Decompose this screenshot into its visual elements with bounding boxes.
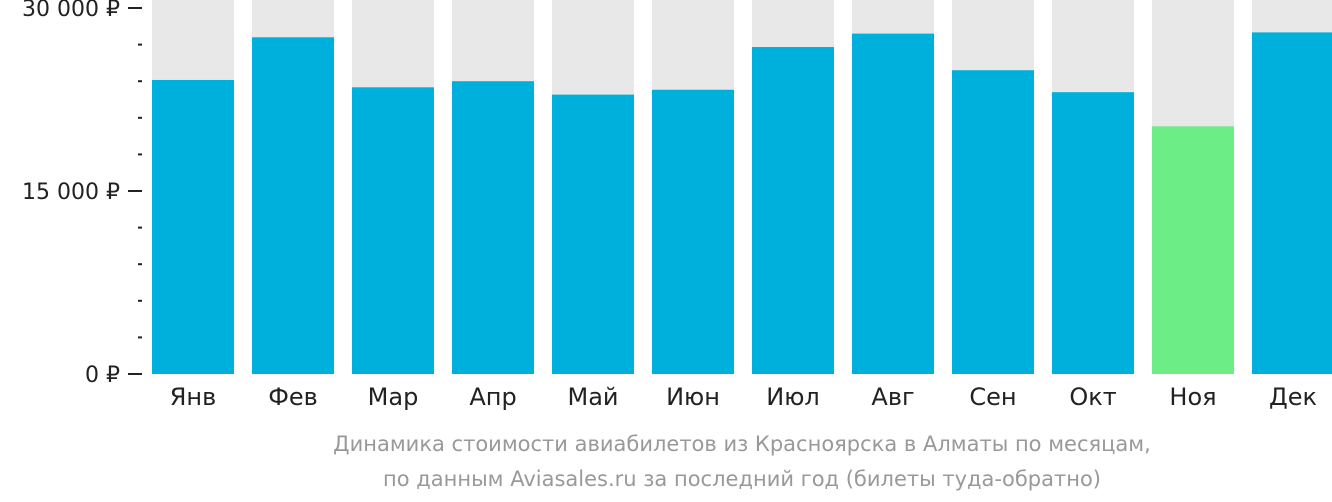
caption-line-2: по данным Aviasales.ru за последний год … xyxy=(383,467,1101,491)
bar-11[interactable] xyxy=(1152,126,1234,374)
bar-5[interactable] xyxy=(552,94,634,375)
bar-6[interactable] xyxy=(652,89,734,375)
bar-8[interactable] xyxy=(852,33,934,375)
price-bar-chart: 0 ₽ 15 000 ₽ 30 000 ₽ Янв Фев Мар Апр Май Июн Ию… xyxy=(22,0,1332,411)
bar-12[interactable] xyxy=(1252,32,1332,375)
caption-line-1: Динамика стоимости авиабилетов из Красно… xyxy=(333,432,1151,456)
x-tick-label: Ноя xyxy=(1169,383,1216,411)
bar-7[interactable] xyxy=(752,47,834,374)
y-tick-label: 0 ₽ xyxy=(85,363,120,388)
bar-10[interactable] xyxy=(1052,92,1134,375)
x-tick-label: Авг xyxy=(871,383,914,411)
bar-2[interactable] xyxy=(252,37,334,374)
x-tick-label: Май xyxy=(567,383,618,411)
bar-9[interactable] xyxy=(952,70,1034,374)
x-tick-label: Сен xyxy=(969,383,1016,411)
y-tick-label: 15 000 ₽ xyxy=(22,180,120,205)
bar-4[interactable] xyxy=(452,81,534,374)
bar-3[interactable] xyxy=(352,87,434,375)
x-tick-label: Апр xyxy=(469,383,516,411)
y-axis: 0 ₽ 15 000 ₽ 30 000 ₽ xyxy=(22,0,142,388)
data-bars xyxy=(152,32,1332,375)
x-axis-labels: Янв Фев Мар Апр Май Июн Июл Авг Сен Окт Ноя Дек xyxy=(170,383,1317,411)
x-tick-label: Июл xyxy=(766,383,820,411)
x-tick-label: Дек xyxy=(1269,383,1317,411)
x-tick-label: Янв xyxy=(170,383,217,411)
x-tick-label: Июн xyxy=(666,383,720,411)
bar-1[interactable] xyxy=(152,79,234,374)
y-tick-label: 30 000 ₽ xyxy=(22,0,120,22)
x-tick-label: Окт xyxy=(1069,383,1116,411)
x-tick-label: Мар xyxy=(368,383,419,411)
x-tick-label: Фев xyxy=(268,383,318,411)
